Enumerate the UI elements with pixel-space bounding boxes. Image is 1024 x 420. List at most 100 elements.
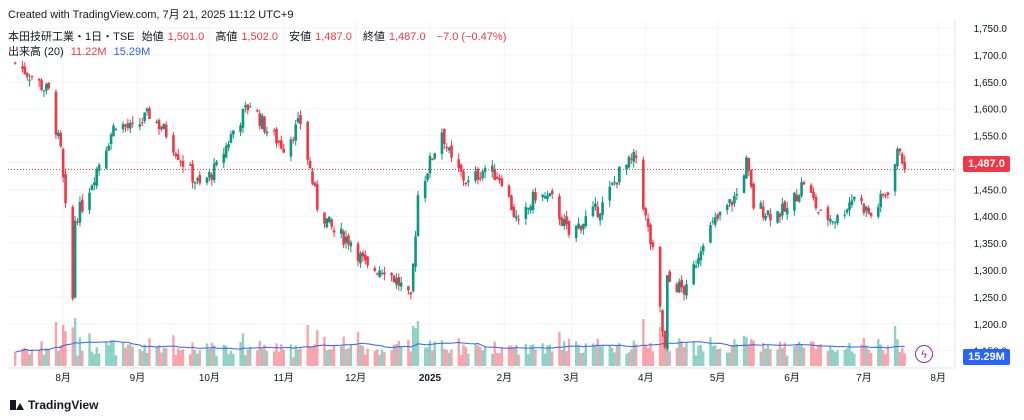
y-tick-label: 1,550.0 — [974, 132, 1008, 143]
x-tick-label: 2月 — [496, 372, 512, 384]
volume-bar — [726, 352, 729, 366]
volume-bar — [37, 349, 41, 366]
volume-bar — [627, 352, 631, 366]
volume-bar — [59, 345, 62, 366]
candle-body — [598, 213, 602, 221]
volume-bar — [224, 345, 228, 366]
candle-body — [785, 208, 789, 215]
y-tick-label: 1,200.0 — [974, 320, 1008, 331]
volume-bar — [613, 352, 616, 366]
candle-body — [13, 62, 17, 64]
volume-bar — [618, 343, 621, 366]
volume-bar — [512, 347, 516, 366]
footer-brand[interactable]: TradingView — [10, 398, 98, 412]
volume-bar — [265, 351, 269, 366]
candle-body — [366, 256, 369, 266]
candle-body — [464, 182, 468, 185]
candle-body — [759, 203, 763, 209]
candle-body — [836, 215, 839, 224]
candle-body — [869, 213, 873, 216]
volume-bar — [433, 341, 436, 366]
y-tick-label: 1,650.0 — [974, 78, 1008, 89]
candle-body — [709, 225, 712, 243]
volume-bar — [25, 349, 29, 366]
volume-bar — [90, 351, 94, 366]
volume-bar — [229, 350, 233, 366]
candle-body — [315, 184, 319, 210]
candle-body — [440, 132, 444, 154]
volume-bar — [893, 325, 897, 366]
candle-body — [474, 171, 477, 181]
volume-bar — [812, 341, 815, 366]
volume-bar — [431, 350, 434, 366]
volume-bar — [30, 349, 34, 366]
volume-bar — [515, 345, 518, 366]
candle-body — [517, 219, 520, 221]
candle-body — [275, 128, 278, 144]
volume-bar — [378, 354, 381, 366]
volume-bar — [534, 349, 537, 366]
candle-body — [363, 254, 367, 261]
volume-bar — [510, 345, 513, 366]
candle-body — [819, 209, 823, 211]
candle-body — [76, 221, 79, 223]
candle-body — [339, 228, 343, 234]
volume-bar — [126, 344, 130, 366]
candle-body — [646, 218, 650, 227]
candle-body — [93, 182, 96, 185]
candle-body — [241, 108, 245, 128]
y-tick-label: 1,350.0 — [974, 239, 1008, 250]
volume-ma-value: 15.29M — [113, 46, 151, 58]
candle-body — [591, 206, 595, 216]
candle-body — [512, 206, 516, 217]
candle-body — [397, 277, 401, 286]
volume-bar — [793, 346, 796, 366]
candle-body — [188, 164, 192, 166]
chart-legend: 本田技研工業・1日・TSE 始値 1,501.0 高値 1,502.0 安値 1,48… — [8, 30, 510, 60]
candle-body — [299, 115, 302, 124]
candle-body — [157, 120, 161, 130]
volume-bar — [332, 344, 336, 366]
candle-body — [330, 219, 333, 227]
volume-bar — [565, 351, 568, 366]
candle-body — [742, 175, 746, 193]
symbol-label[interactable]: 本田技研工業・1日・TSE — [8, 31, 135, 43]
volume-bar — [531, 344, 535, 366]
candle-body — [313, 182, 317, 186]
volume-bar — [877, 339, 880, 366]
candle-body — [843, 214, 847, 216]
volume-bar — [54, 321, 58, 366]
candle-body — [829, 219, 832, 222]
volume-bar — [884, 354, 887, 366]
volume-bar — [584, 343, 587, 366]
volume-bar — [440, 340, 444, 366]
candle-body — [761, 206, 765, 218]
candle-body — [476, 168, 480, 180]
candle-body — [797, 195, 801, 202]
candle-body — [608, 186, 612, 201]
volume-bar — [901, 347, 904, 366]
candle-body — [426, 173, 429, 180]
volume-bar — [57, 350, 60, 366]
candle-body — [179, 161, 182, 163]
volume-bar — [445, 349, 448, 366]
candle-body — [308, 160, 312, 169]
volume-bar — [529, 345, 532, 366]
volume-bar — [642, 318, 645, 366]
volume-bar — [498, 353, 501, 366]
candle-body — [711, 221, 715, 223]
candle-body — [574, 225, 578, 239]
lightning-icon[interactable]: ϟ — [915, 345, 933, 363]
volume-bar — [215, 355, 218, 366]
volume-label[interactable]: 出来高 (20) — [8, 46, 64, 58]
y-tick-label: 1,450.0 — [974, 185, 1008, 196]
candle-body — [97, 164, 101, 171]
volume-bar — [711, 345, 715, 366]
candle-body — [529, 206, 532, 211]
candle-body — [848, 202, 851, 210]
candle-body — [699, 251, 703, 261]
candle-body — [701, 245, 705, 252]
candle-body — [826, 207, 830, 221]
volume-bar — [76, 355, 79, 366]
